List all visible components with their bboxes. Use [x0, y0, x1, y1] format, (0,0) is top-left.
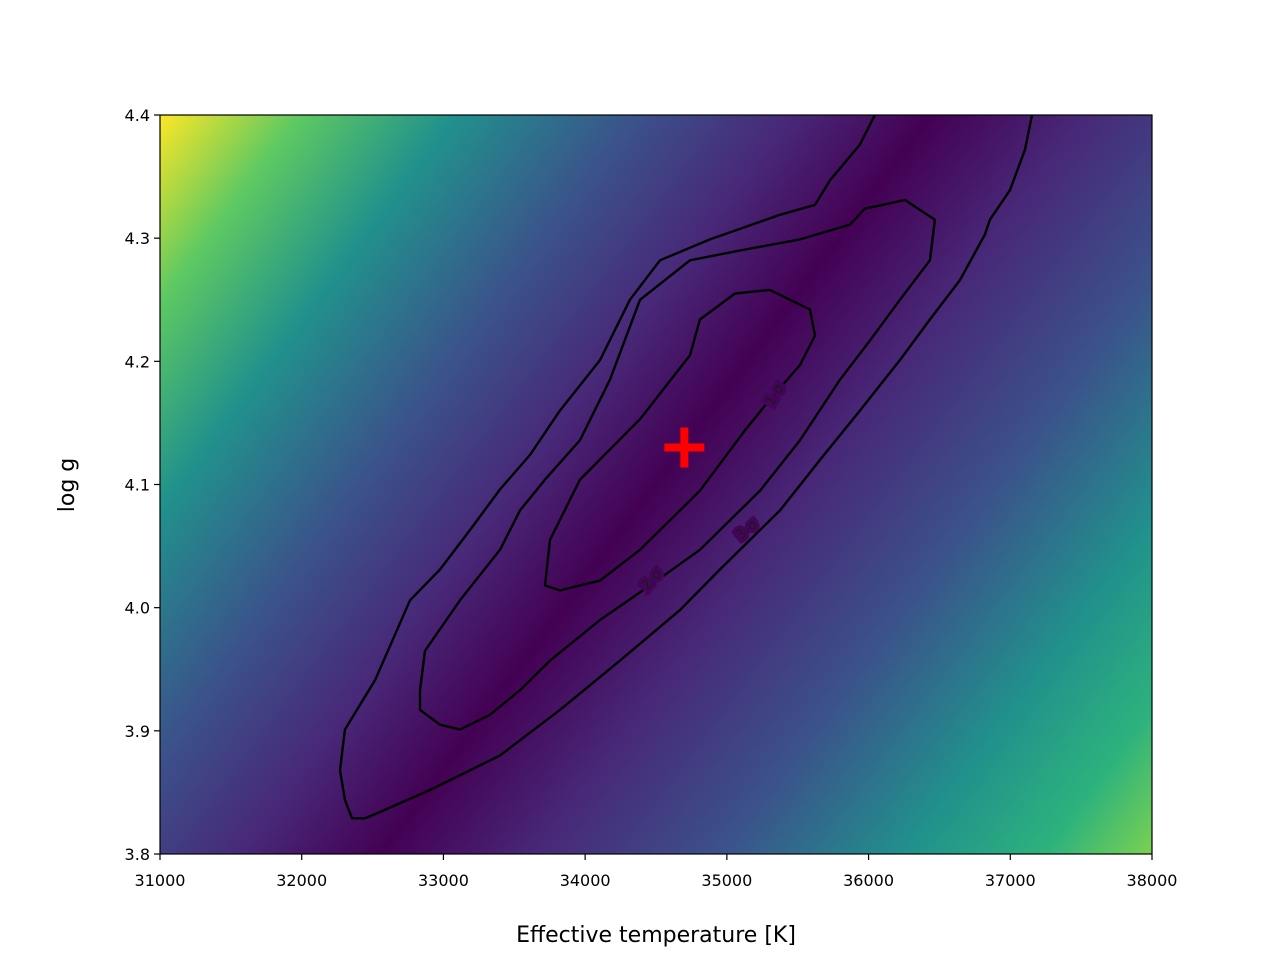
best-fit-marker	[664, 427, 705, 468]
y-tick-label: 4.0	[125, 599, 150, 618]
x-tick-label: 38000	[1127, 871, 1178, 890]
y-axis-label: log g	[55, 458, 80, 513]
contour-line	[418, 198, 937, 731]
x-tick-label: 37000	[985, 871, 1036, 890]
y-tick-label: 4.3	[125, 229, 150, 248]
y-tick-label: 4.4	[125, 106, 150, 125]
x-tick-label: 31000	[135, 871, 186, 890]
x-tick-label: 36000	[843, 871, 894, 890]
y-tick-label: 3.9	[125, 722, 150, 741]
y-tick-label: 4.2	[125, 352, 150, 371]
contour-line	[543, 288, 817, 592]
heatmap-background	[160, 115, 1152, 854]
contour-line	[338, 115, 1034, 820]
y-tick-label: 4.1	[125, 476, 150, 495]
x-tick-label: 35000	[701, 871, 752, 890]
x-tick-label: 32000	[276, 871, 327, 890]
y-tick-label: 3.8	[125, 845, 150, 864]
x-tick-label: 34000	[560, 871, 611, 890]
x-axis-label: Effective temperature [K]	[516, 923, 796, 948]
x-tick-label: 33000	[418, 871, 469, 890]
